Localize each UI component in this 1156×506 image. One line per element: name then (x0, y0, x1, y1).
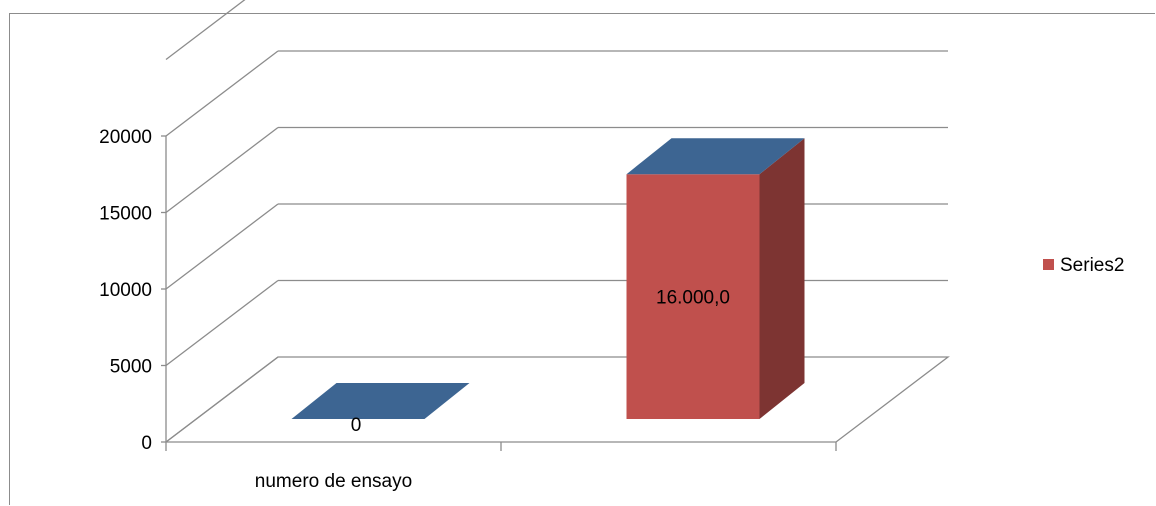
data-label-0-0: 0 (351, 415, 362, 436)
y-tick-label-0: 0 (141, 433, 152, 454)
gridline-side-4 (165, 50, 279, 137)
bar-1-1-front (626, 174, 760, 419)
legend-swatch-series2 (1043, 259, 1054, 270)
gridline-side-2 (165, 203, 279, 290)
x-category-label-0: numero de ensayo (255, 471, 412, 492)
data-label-1-1: 16.000,0 (656, 288, 730, 309)
legend-label-series2: Series2 (1060, 255, 1124, 276)
bar-1-1-top (626, 138, 805, 175)
gridline-side-3 (165, 126, 279, 214)
floor-outline (165, 356, 950, 443)
gridline-side-5 (165, 0, 246, 61)
chart-frame (9, 13, 1155, 505)
y-tick-label-4: 20000 (99, 127, 152, 148)
y-tick-label-2: 10000 (99, 280, 152, 301)
bar-0-0-top (291, 383, 470, 419)
bar-1-1-side (759, 138, 805, 419)
gridline-side-1 (165, 279, 279, 367)
y-tick-label-1: 5000 (110, 357, 152, 378)
y-tick-label-3: 15000 (99, 204, 152, 225)
